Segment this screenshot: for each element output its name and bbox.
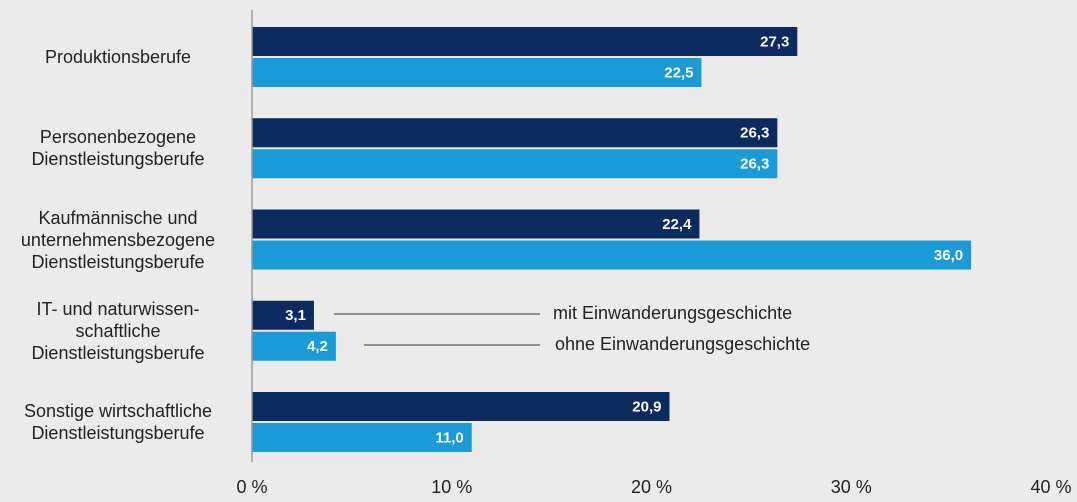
x-tick-label: 0 % xyxy=(236,477,267,497)
bar xyxy=(252,209,700,239)
bar xyxy=(252,149,778,179)
value-label: 27,3 xyxy=(760,33,789,50)
x-tick-label: 20 % xyxy=(631,477,672,497)
value-label: 4,2 xyxy=(307,338,328,355)
category-label: IT- und naturwissen- schaftliche Dienstl… xyxy=(31,298,205,363)
value-label: 11,0 xyxy=(435,429,463,446)
legend-label: ohne Einwanderungsgeschichte xyxy=(555,334,810,354)
category-label: Kaufmännische und unternehmensbezogene D… xyxy=(20,207,216,272)
category-label: Personenbezogene Dienstleistungsberufe xyxy=(31,127,205,170)
bar xyxy=(252,423,472,452)
bar xyxy=(252,331,336,361)
bar xyxy=(252,392,670,421)
x-tick-label: 30 % xyxy=(831,477,872,497)
value-label: 22,4 xyxy=(662,216,692,233)
value-label: 26,3 xyxy=(740,125,769,142)
bar xyxy=(252,27,798,56)
category-label: Produktionsberufe xyxy=(44,47,192,67)
bar xyxy=(252,118,778,148)
bar xyxy=(252,300,314,330)
category-label: Sonstige wirtschaftliche Dienstleistungs… xyxy=(23,401,213,443)
bar xyxy=(252,240,972,270)
legend-label: mit Einwanderungsgeschichte xyxy=(553,303,792,323)
x-tick-label: 40 % xyxy=(1030,477,1071,497)
value-label: 20,9 xyxy=(632,398,661,415)
value-label: 3,1 xyxy=(285,307,306,324)
value-label: 26,3 xyxy=(740,156,769,173)
value-label: 36,0 xyxy=(934,247,963,264)
value-label: 22,5 xyxy=(664,64,693,81)
x-tick-label: 10 % xyxy=(431,477,472,497)
bar xyxy=(252,58,702,87)
